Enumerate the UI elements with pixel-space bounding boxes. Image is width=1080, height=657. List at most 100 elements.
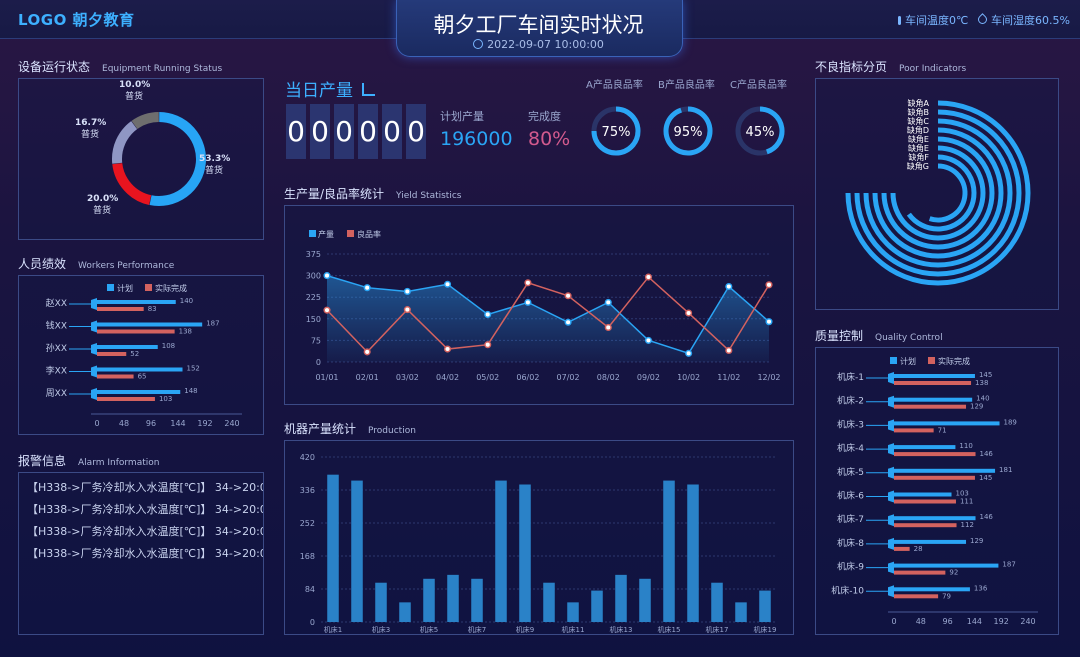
x-axis-tick: 03/02: [396, 373, 419, 382]
donut-slice-label: 普货: [205, 164, 223, 176]
workers-title: 人员绩效: [18, 257, 67, 271]
production-bar: [615, 574, 627, 622]
series-line: [326, 275, 770, 354]
production-bar: [447, 574, 459, 622]
quality-subtitle: Quality Control: [875, 333, 943, 343]
x-axis-tick: 48: [119, 419, 129, 428]
row-label: 机床-8: [837, 537, 864, 549]
poor-section-header: 不良指标分页 Poor Indicators: [815, 58, 966, 75]
row-marker: [888, 585, 894, 598]
y-axis-tick: 336: [300, 486, 315, 495]
row-label: 机床-6: [837, 490, 864, 502]
indicator-label: 缺角G: [907, 161, 929, 171]
x-axis-tick: 144: [170, 419, 185, 428]
actual-bar: [894, 570, 946, 575]
indicator-label: 缺角C: [907, 116, 929, 126]
production-bar: [663, 480, 675, 622]
x-axis-tick: 11/02: [717, 373, 740, 382]
legend-output-swatch: [309, 230, 316, 237]
actual-bar: [894, 381, 972, 385]
series-point: [644, 336, 653, 344]
actual-bar: [894, 499, 956, 504]
series-point: [443, 280, 452, 288]
legend-actual-label: 实际完成: [938, 356, 970, 366]
production-bar: [543, 582, 555, 622]
production-title: 机器产量统计: [284, 422, 357, 436]
y-axis-tick: 84: [305, 585, 315, 594]
indicator-arc: [928, 163, 968, 223]
quality-title: 质量控制: [815, 329, 864, 343]
x-axis-tick: 机床11: [562, 625, 585, 634]
alarm-section-header: 报警信息 Alarm Information: [18, 452, 159, 469]
plan-value: 152: [187, 365, 200, 373]
x-axis-tick: 机床3: [372, 625, 390, 634]
legend-actual-swatch: [928, 357, 935, 364]
actual-value: 52: [130, 350, 139, 358]
counter-digit: 0: [382, 104, 402, 159]
production-bar: [639, 578, 651, 622]
alarm-item[interactable]: 【H338->厂务冷却水入水温度[℃]】 34->20:0: [27, 525, 263, 538]
actual-value: 138: [975, 379, 988, 387]
plan-value: 140: [180, 297, 193, 305]
actual-value: 112: [961, 521, 974, 529]
series-point: [685, 309, 693, 317]
production-bar: [327, 474, 339, 622]
y-axis-tick: 0: [310, 618, 315, 627]
x-axis-tick: 机床13: [610, 625, 633, 634]
alarm-item[interactable]: 【H338->厂务冷却水入水温度[℃]】 34->20:0: [27, 503, 263, 516]
row-marker: [888, 537, 894, 550]
actual-value: 79: [942, 592, 951, 600]
title-plate: [396, 0, 683, 57]
rate-a-label: A产品良品率: [586, 80, 643, 91]
plan-value: 181: [999, 466, 1012, 474]
plan-bar: [894, 397, 973, 402]
row-label: 机床-2: [837, 395, 864, 407]
actual-value: 103: [159, 395, 172, 403]
legend-actual-swatch: [145, 284, 152, 291]
gauge-value: 75%: [602, 125, 631, 140]
row-label: 机床-4: [837, 442, 864, 454]
row-marker: [888, 490, 894, 503]
y-axis-tick: 168: [300, 552, 315, 561]
donut-slice: [112, 121, 138, 164]
actual-bar: [894, 546, 910, 551]
production-bar: [399, 602, 411, 622]
donut-slice-percent: 16.7%: [75, 118, 106, 128]
legend-output-label: 产量: [318, 229, 334, 239]
series-point: [564, 318, 572, 326]
indicator-arc: [890, 145, 986, 241]
plan-bar: [894, 468, 996, 473]
yield-section-header: 生产量/良品率统计 Yield Statistics: [284, 185, 461, 202]
row-label: 机床-3: [837, 418, 864, 430]
production-bar: [519, 484, 531, 622]
plan-value: 140: [976, 395, 989, 403]
indicator-arc: [863, 118, 1013, 268]
completion-label: 完成度: [528, 110, 561, 123]
series-point: [524, 298, 532, 306]
alarm-item[interactable]: 【H338->厂务冷却水入水温度[℃]】 34->20:0: [27, 481, 263, 494]
row-label: 钱XX: [46, 320, 67, 332]
plan-value: 108: [162, 342, 175, 350]
indicator-label: 缺角B: [908, 107, 930, 117]
plan-bar: [894, 374, 975, 378]
row-label: 赵XX: [46, 297, 67, 309]
actual-bar: [894, 428, 934, 433]
gauge-fill: [663, 106, 713, 156]
series-point: [685, 349, 693, 357]
y-axis-tick: 375: [306, 250, 321, 259]
production-bar: [375, 582, 387, 622]
x-axis-tick: 240: [1020, 617, 1035, 626]
y-axis-tick: 225: [306, 293, 321, 302]
actual-value: 146: [980, 450, 994, 458]
row-label: 机床-10: [831, 584, 864, 596]
plan-output-value: 196000: [440, 128, 513, 150]
alarm-item[interactable]: 【H338->厂务冷却水入水温度[℃]】 34->20:0: [27, 547, 263, 560]
row-label: 机床-1: [837, 371, 864, 383]
production-bar: [567, 602, 579, 622]
production-bar-chart: 0 84 168 252 336 420 机床1 机床3 机床5 机床7 机床9 机床11 机床13 机床…: [300, 453, 777, 634]
production-bar: [687, 484, 699, 622]
x-axis-tick: 09/02: [637, 373, 660, 382]
logo: LOGO 朝夕教育: [18, 11, 135, 29]
